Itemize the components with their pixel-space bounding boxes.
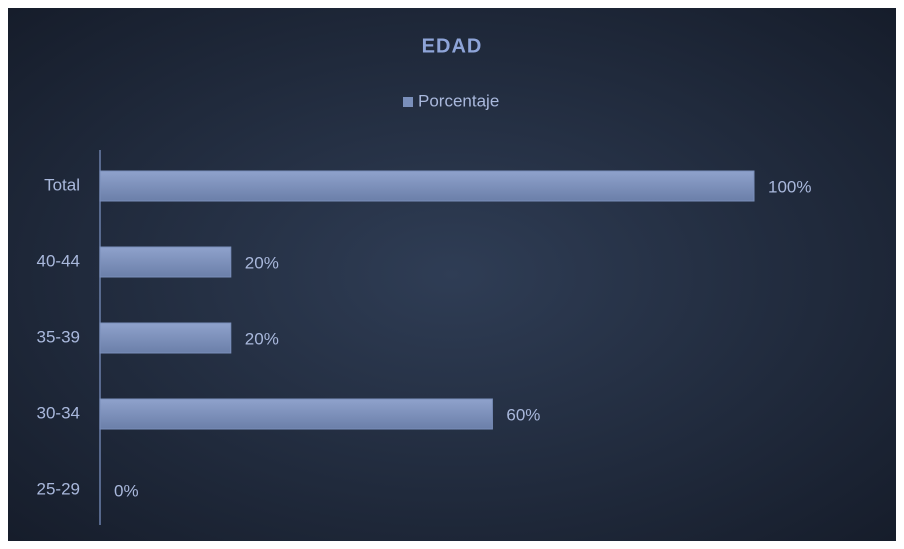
y-tick-label: 30-34 [37, 403, 80, 422]
y-tick-label: 25-29 [37, 479, 80, 498]
data-label: 20% [245, 253, 279, 272]
data-label: 20% [245, 329, 279, 348]
data-label: 0% [114, 481, 139, 500]
legend-swatch [403, 97, 413, 107]
data-label: 60% [506, 405, 540, 424]
y-tick-label: 35-39 [37, 327, 80, 346]
legend-label: Porcentaje [418, 91, 499, 110]
y-tick-label: Total [44, 175, 80, 194]
bar [99, 170, 755, 202]
bar [99, 246, 232, 278]
chart-title: EDAD [422, 35, 483, 57]
bar [99, 398, 493, 430]
bar [99, 322, 232, 354]
data-label: 100% [768, 177, 811, 196]
y-tick-label: 40-44 [37, 251, 80, 270]
